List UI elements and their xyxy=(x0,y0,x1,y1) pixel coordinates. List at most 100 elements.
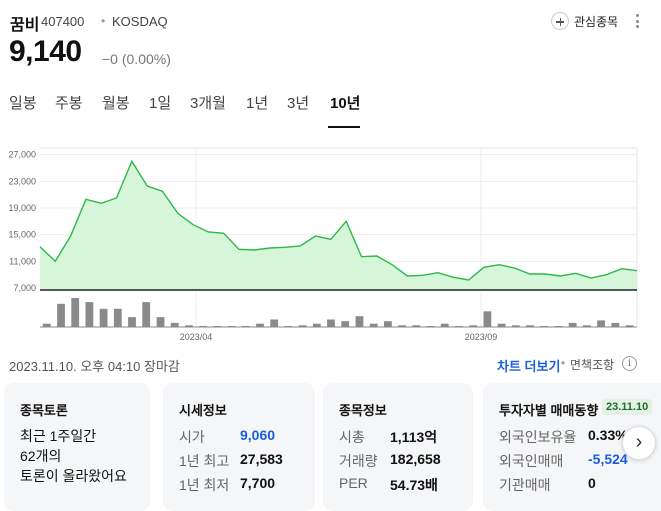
row-label: 시총 xyxy=(339,429,365,445)
board-summary: 최근 1주일간 62개의 토론이 올라왔어요 xyxy=(20,426,127,486)
volume-bar xyxy=(85,302,94,327)
stock-header: 꿈비 407400 • KOSDAQ 관심종목 xyxy=(10,10,655,34)
trade-volume: 182,658 xyxy=(390,451,441,467)
year-high: 27,583 xyxy=(240,451,283,467)
per-value: 54.73배 xyxy=(390,477,438,493)
year-low: 7,700 xyxy=(240,475,276,491)
y-tick-label: 27,000 xyxy=(8,150,36,160)
board-line: 최근 1주일간 xyxy=(20,428,97,444)
row-label: 외국인매매 xyxy=(499,453,564,469)
row-label: 기관매매 xyxy=(499,477,551,493)
x-tick-label: 2023/09 xyxy=(465,332,498,342)
next-arrow-icon[interactable]: › xyxy=(622,426,656,460)
favorite-label: 관심종목 xyxy=(574,14,619,29)
timestamp: 2023.11.10. 오후 04:10 장마감 xyxy=(9,359,180,374)
price-change: −0 (0.00%) xyxy=(102,51,171,67)
price-line xyxy=(39,159,638,281)
board-line: 토론이 올라왔어요 xyxy=(20,468,127,484)
y-tick-label: 11,000 xyxy=(9,256,36,266)
volume-bar xyxy=(341,321,350,327)
disclaimer-link[interactable]: 면책조항 xyxy=(570,358,615,372)
tab-3years[interactable]: 3년 xyxy=(287,95,310,112)
x-tick-label: 2023/04 xyxy=(180,332,213,342)
market-name: KOSDAQ xyxy=(112,14,168,29)
open-price: 9,060 xyxy=(240,427,276,443)
volume-bar xyxy=(440,323,449,327)
market-cap: 1,113억 xyxy=(390,429,438,445)
volume-bar xyxy=(483,311,492,327)
investor-card-title: 투자자별 매매동향 xyxy=(499,403,599,418)
stock-code: 407400 xyxy=(41,14,85,29)
current-price: 9,140 xyxy=(9,35,82,68)
y-tick-label: 23,000 xyxy=(8,176,36,186)
volume-bar xyxy=(99,308,108,327)
tab-10years[interactable]: 10년 xyxy=(330,95,361,112)
volume-bar xyxy=(469,325,478,327)
volume-bar xyxy=(511,325,520,327)
tab-3months[interactable]: 3개월 xyxy=(190,95,226,112)
plus-circle-icon xyxy=(551,12,569,30)
board-card[interactable]: 종목토론 최근 1주일간 62개의 토론이 올라왔어요 xyxy=(4,383,150,511)
board-card-title: 종목토론 xyxy=(20,403,68,418)
volume-bar xyxy=(185,325,193,327)
institution-trade: 0 xyxy=(588,475,596,491)
chart-more-link[interactable]: 차트 더보기 xyxy=(497,359,561,374)
add-favorite-button[interactable]: 관심종목 xyxy=(551,10,618,32)
price-area xyxy=(40,161,637,290)
volume-bar xyxy=(270,319,279,327)
board-line: 62개의 xyxy=(20,448,62,464)
y-tick-label: 15,000 xyxy=(8,230,36,240)
volume-bar xyxy=(412,325,421,327)
volume-bar xyxy=(57,303,65,327)
volume-bar xyxy=(526,325,534,327)
volume-bar xyxy=(256,323,264,327)
row-label: 시가 xyxy=(179,429,205,445)
volume-bar xyxy=(156,317,165,327)
tab-daily[interactable]: 일봉 xyxy=(9,95,37,112)
volume-bar xyxy=(369,323,378,327)
tab-monthly[interactable]: 월봉 xyxy=(102,95,130,112)
period-tabs: 일봉 주봉 월봉 1일 3개월 1년 3년 10년 xyxy=(0,90,661,128)
volume-bar xyxy=(42,323,51,327)
foreign-trade: -5,524 xyxy=(588,451,628,467)
volume-bar xyxy=(355,316,364,327)
separator-dot: • xyxy=(561,356,566,370)
row-label: 1년 최저 xyxy=(179,477,230,493)
volume-bar xyxy=(597,320,605,327)
row-label: 1년 최고 xyxy=(179,453,230,469)
stock-info-card-title: 종목정보 xyxy=(339,403,387,418)
volume-bar xyxy=(170,322,179,327)
volume-bar xyxy=(625,325,634,327)
volume-bar xyxy=(497,323,506,327)
volume-bar xyxy=(568,322,577,327)
quote-card-title: 시세정보 xyxy=(179,403,227,418)
foreign-ownership: 0.33% xyxy=(588,427,628,443)
row-label: 거래량 xyxy=(339,453,378,469)
price-chart[interactable]: 27,000 23,000 19,000 15,000 11,000 7,000 2023/… xyxy=(0,140,661,350)
tab-1year[interactable]: 1년 xyxy=(246,95,269,112)
tab-1day[interactable]: 1일 xyxy=(149,95,172,112)
quote-card[interactable]: 시세정보 시가 9,060 1년 최고 27,583 1년 최저 7,700 xyxy=(163,383,315,511)
volume-bar xyxy=(583,325,591,327)
y-tick-label: 19,000 xyxy=(8,203,36,213)
stock-info-card[interactable]: 종목정보 시총 1,113억 거래량 182,658 PER 54.73배 xyxy=(323,383,473,511)
stock-name: 꿈비 xyxy=(10,17,40,34)
volume-bar xyxy=(128,317,136,327)
separator-dot: • xyxy=(101,14,106,28)
info-icon[interactable]: i xyxy=(622,356,637,371)
volume-bar xyxy=(384,321,392,327)
volume-bar xyxy=(298,325,307,327)
volume-bar xyxy=(327,319,335,327)
more-options-icon[interactable] xyxy=(634,12,640,30)
volume-bar xyxy=(113,308,122,327)
y-tick-label: 7,000 xyxy=(13,283,36,293)
volume-bar xyxy=(142,302,151,327)
volume-bar xyxy=(398,325,406,327)
row-label: 외국인보유율 xyxy=(499,429,577,445)
price-chart-svg: 27,000 23,000 19,000 15,000 11,000 7,000 2023/… xyxy=(8,147,638,342)
row-label: PER xyxy=(339,475,368,491)
date-badge: 23.11.10 xyxy=(602,399,653,415)
tab-weekly[interactable]: 주봉 xyxy=(55,95,83,112)
volume-bar xyxy=(71,298,80,327)
active-tab-indicator xyxy=(328,126,360,128)
